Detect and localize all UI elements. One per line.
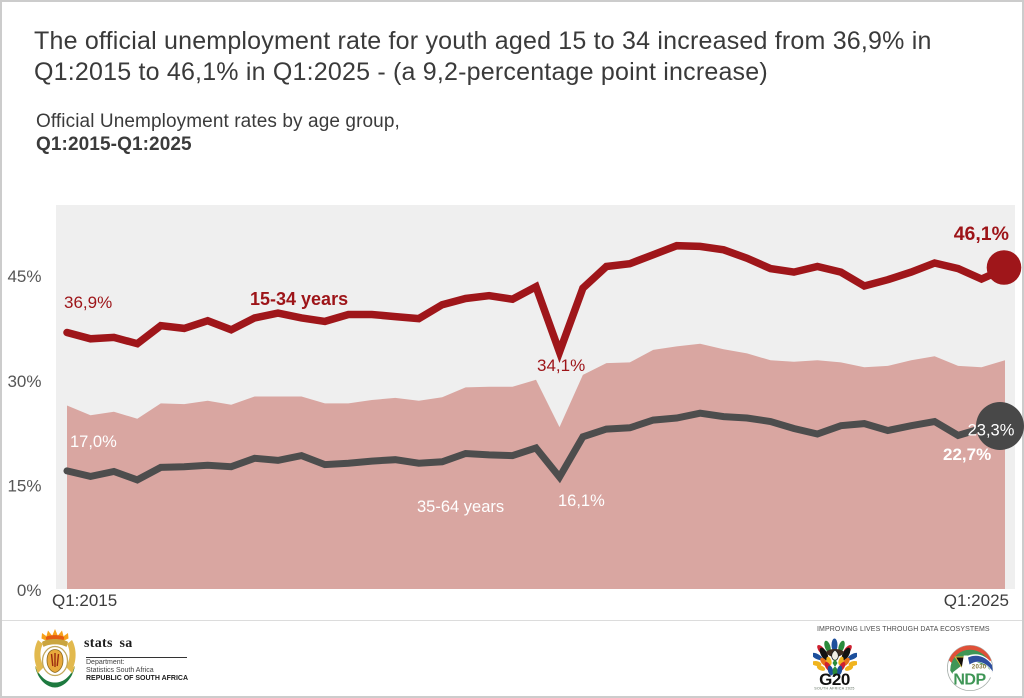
- svg-text:NDP: NDP: [953, 672, 986, 689]
- svg-text:45%: 45%: [7, 267, 41, 286]
- svg-text:SOUTH AFRICA 2025: SOUTH AFRICA 2025: [814, 687, 854, 691]
- svg-text:23,3%: 23,3%: [968, 422, 1015, 440]
- svg-text:G20: G20: [819, 670, 850, 689]
- svg-text:15%: 15%: [7, 477, 41, 496]
- svg-text:0%: 0%: [17, 581, 42, 600]
- svg-text:22,7%: 22,7%: [943, 445, 991, 464]
- svg-text:36,9%: 36,9%: [64, 293, 112, 312]
- svg-text:17,0%: 17,0%: [70, 433, 117, 451]
- svg-text:35-64 years: 35-64 years: [417, 498, 504, 516]
- svg-text:15-34 years: 15-34 years: [250, 289, 348, 309]
- svg-text:34,1%: 34,1%: [537, 356, 585, 375]
- svg-text:16,1%: 16,1%: [558, 492, 605, 510]
- svg-text:Q1:2025: Q1:2025: [944, 591, 1009, 610]
- svg-text:Q1:2015: Q1:2015: [52, 591, 117, 610]
- svg-text:46,1%: 46,1%: [954, 223, 1009, 245]
- svg-text:2030: 2030: [972, 664, 987, 671]
- svg-text:30%: 30%: [7, 372, 41, 391]
